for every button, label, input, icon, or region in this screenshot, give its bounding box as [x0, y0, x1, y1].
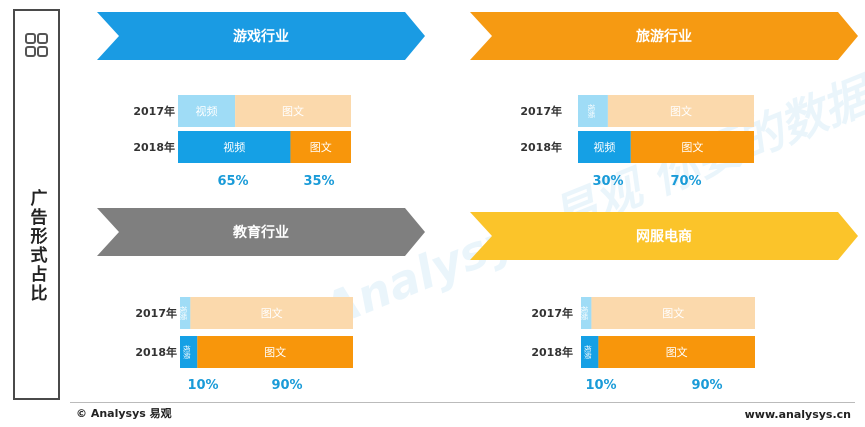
segment-label: 视频: [179, 306, 188, 320]
bar-segment: [630, 131, 754, 163]
side-title: 广告形式占比: [15, 171, 58, 321]
panel-banner: [470, 12, 858, 60]
panel-banner: [470, 212, 858, 260]
grid-icon: [25, 33, 48, 57]
segment-label: 视频: [183, 345, 192, 359]
segment-label: 图文: [666, 345, 688, 359]
percent-label: 90%: [271, 378, 302, 393]
segment-label: 图文: [282, 104, 304, 118]
segment-label: 图文: [310, 140, 332, 154]
percent-label: 70%: [670, 174, 701, 189]
year-label: 2017年: [135, 306, 177, 320]
year-label: 2017年: [531, 306, 573, 320]
segment-label: 图文: [670, 104, 692, 118]
bar-segment: [178, 131, 291, 163]
side-panel: 广告形式占比: [13, 9, 60, 400]
bar-segment: [578, 95, 608, 127]
bar-segment: [235, 95, 351, 127]
segment-label: 视频: [584, 345, 593, 359]
panel-title: 教育行业: [233, 224, 289, 241]
footer-copyright: © Analysys 易观: [76, 407, 172, 420]
year-label: 2017年: [133, 104, 175, 118]
year-label: 2017年: [520, 104, 562, 118]
footer-divider: [70, 402, 855, 403]
percent-label: 10%: [187, 378, 218, 393]
panel-title: 游戏行业: [233, 28, 289, 45]
bar-segment: [578, 131, 631, 163]
bar-segment: [290, 131, 351, 163]
segment-label: 视频: [587, 104, 596, 118]
percent-label: 90%: [691, 378, 722, 393]
bar-segment: [180, 297, 191, 329]
percent-label: 65%: [217, 174, 248, 189]
segment-label: 视频: [580, 306, 589, 320]
percent-label: 35%: [303, 174, 334, 189]
segment-label: 视频: [196, 104, 218, 118]
footer-url: www.analysys.cn: [744, 408, 851, 421]
year-label: 2018年: [135, 345, 177, 359]
panel-banner: [97, 208, 425, 256]
bar-segment: [598, 336, 755, 368]
percent-label: 30%: [592, 174, 623, 189]
panel-title: 网服电商: [636, 228, 692, 245]
panel-banner: [97, 12, 425, 60]
year-label: 2018年: [531, 345, 573, 359]
segment-label: 视频: [593, 140, 615, 154]
segment-label: 图文: [681, 140, 703, 154]
year-label: 2018年: [133, 140, 175, 154]
bar-segment: [591, 297, 755, 329]
bar-segment: [180, 336, 198, 368]
bar-segment: [607, 95, 754, 127]
year-label: 2018年: [520, 140, 562, 154]
side-title-text: 广告形式占比: [26, 189, 47, 303]
segment-label: 视频: [223, 140, 245, 154]
percent-label: 10%: [585, 378, 616, 393]
bar-segment: [197, 336, 353, 368]
bar-segment: [190, 297, 353, 329]
bar-segment: [178, 95, 236, 127]
bar-segment: [581, 297, 592, 329]
bar-segment: [581, 336, 599, 368]
segment-label: 图文: [261, 306, 283, 320]
segment-label: 图文: [662, 306, 684, 320]
segment-label: 图文: [264, 345, 286, 359]
panel-title: 旅游行业: [636, 28, 692, 45]
